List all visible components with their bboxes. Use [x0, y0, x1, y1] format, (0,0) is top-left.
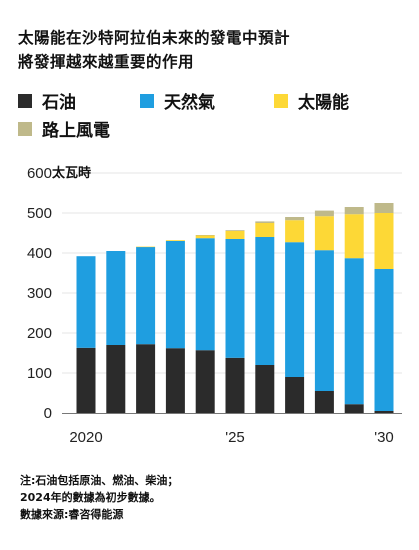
- bar-segment-gas-2021: [106, 251, 126, 345]
- bar-segment-oil-2025: [225, 357, 245, 413]
- y-tick-label: 600: [27, 165, 52, 182]
- bar-segment-oil-2020: [76, 347, 96, 413]
- legend-swatch-wind: [18, 121, 32, 136]
- bar-segment-solar-2022: [136, 246, 156, 248]
- legend-swatch-oil: [18, 93, 32, 108]
- legend-swatch-gas: [140, 93, 154, 108]
- legend-swatch-solar: [274, 93, 288, 108]
- bar-segment-oil-2029: [344, 404, 364, 413]
- legend-label-gas: 天然氣: [164, 93, 215, 113]
- x-axis-ticks: 2020 '25 '30: [69, 429, 393, 446]
- chart-title: 太陽能在沙特阿拉伯未來的發電中預計 將發揮越來越重要的作用: [18, 26, 408, 74]
- bar-segment-oil-2026: [255, 365, 275, 413]
- bar-segment-gas-2030: [374, 269, 394, 411]
- bar-segment-solar-2030: [374, 213, 394, 269]
- footnote-2: 2024年的數據為初步數據。: [20, 491, 161, 504]
- bar-segment-gas-2023: [165, 241, 185, 349]
- legend-item-oil: 石油: [18, 88, 76, 113]
- y-axis-ticks: 0 100 200 300 400 500 600: [27, 165, 52, 422]
- bar-segment-solar-2026: [255, 223, 275, 237]
- footnote-1: 注:石油包括原油、燃油、柴油；: [20, 474, 179, 487]
- legend-item-gas: 天然氣: [140, 88, 215, 113]
- y-tick-label: 500: [27, 205, 52, 222]
- bar-segment-wind-2028: [314, 210, 334, 217]
- legend-label-oil: 石油: [42, 93, 76, 113]
- footnote-3: 數據來源:睿咨得能源: [20, 508, 124, 521]
- bar-segment-gas-2020: [76, 256, 96, 348]
- bar-segment-oil-2030: [374, 411, 394, 413]
- bar-segment-solar-2025: [225, 231, 245, 239]
- bar-segment-solar-2028: [314, 216, 334, 251]
- bar-segment-gas-2027: [285, 242, 305, 377]
- bar-segment-wind-2026: [255, 221, 275, 223]
- x-tick-label: '25: [225, 429, 245, 446]
- bar-segment-gas-2025: [225, 239, 245, 358]
- bars: [76, 203, 394, 413]
- bar-segment-solar-2029: [344, 214, 364, 259]
- x-tick-label: 2020: [69, 429, 102, 446]
- bar-segment-solar-2027: [285, 220, 305, 243]
- bar-segment-oil-2021: [106, 345, 126, 413]
- y-unit-label: 太瓦時: [51, 165, 91, 181]
- title-line-2: 將發揮越來越重要的作用: [18, 53, 195, 71]
- bar-segment-gas-2029: [344, 258, 364, 405]
- y-tick-label: 400: [27, 245, 52, 262]
- legend-item-wind: 路上風電: [18, 116, 110, 141]
- bar-segment-gas-2022: [136, 247, 156, 345]
- y-tick-label: 0: [44, 405, 52, 422]
- bar-segment-wind-2030: [374, 203, 394, 213]
- stacked-bar-chart: 0 100 200 300 400 500 600 2020 '25 '30 太瓦時: [27, 165, 402, 446]
- bar-segment-oil-2024: [195, 350, 215, 413]
- bar-segment-solar-2023: [165, 240, 185, 241]
- y-tick-label: 300: [27, 285, 52, 302]
- bar-segment-solar-2024: [195, 235, 215, 239]
- bar-segment-oil-2023: [165, 348, 185, 413]
- y-tick-label: 200: [27, 325, 52, 342]
- bar-segment-wind-2029: [344, 207, 364, 215]
- bar-segment-gas-2026: [255, 237, 275, 365]
- footnotes: 注:石油包括原油、燃油、柴油； 2024年的數據為初步數據。 數據來源:睿咨得能…: [20, 472, 410, 523]
- legend-label-wind: 路上風電: [42, 121, 110, 141]
- bar-segment-wind-2027: [285, 217, 305, 221]
- y-tick-label: 100: [27, 365, 52, 382]
- x-tick-label: '30: [374, 429, 394, 446]
- bar-segment-oil-2027: [285, 377, 305, 413]
- bar-segment-oil-2022: [136, 344, 156, 413]
- bar-segment-gas-2028: [314, 250, 334, 391]
- bar-segment-oil-2028: [314, 391, 334, 413]
- legend-item-solar: 太陽能: [274, 88, 349, 113]
- bar-segment-wind-2024: [195, 235, 215, 236]
- title-line-1: 太陽能在沙特阿拉伯未來的發電中預計: [18, 29, 291, 47]
- bar-segment-gas-2024: [195, 238, 215, 351]
- bar-segment-wind-2025: [225, 230, 245, 231]
- legend-label-solar: 太陽能: [298, 93, 349, 113]
